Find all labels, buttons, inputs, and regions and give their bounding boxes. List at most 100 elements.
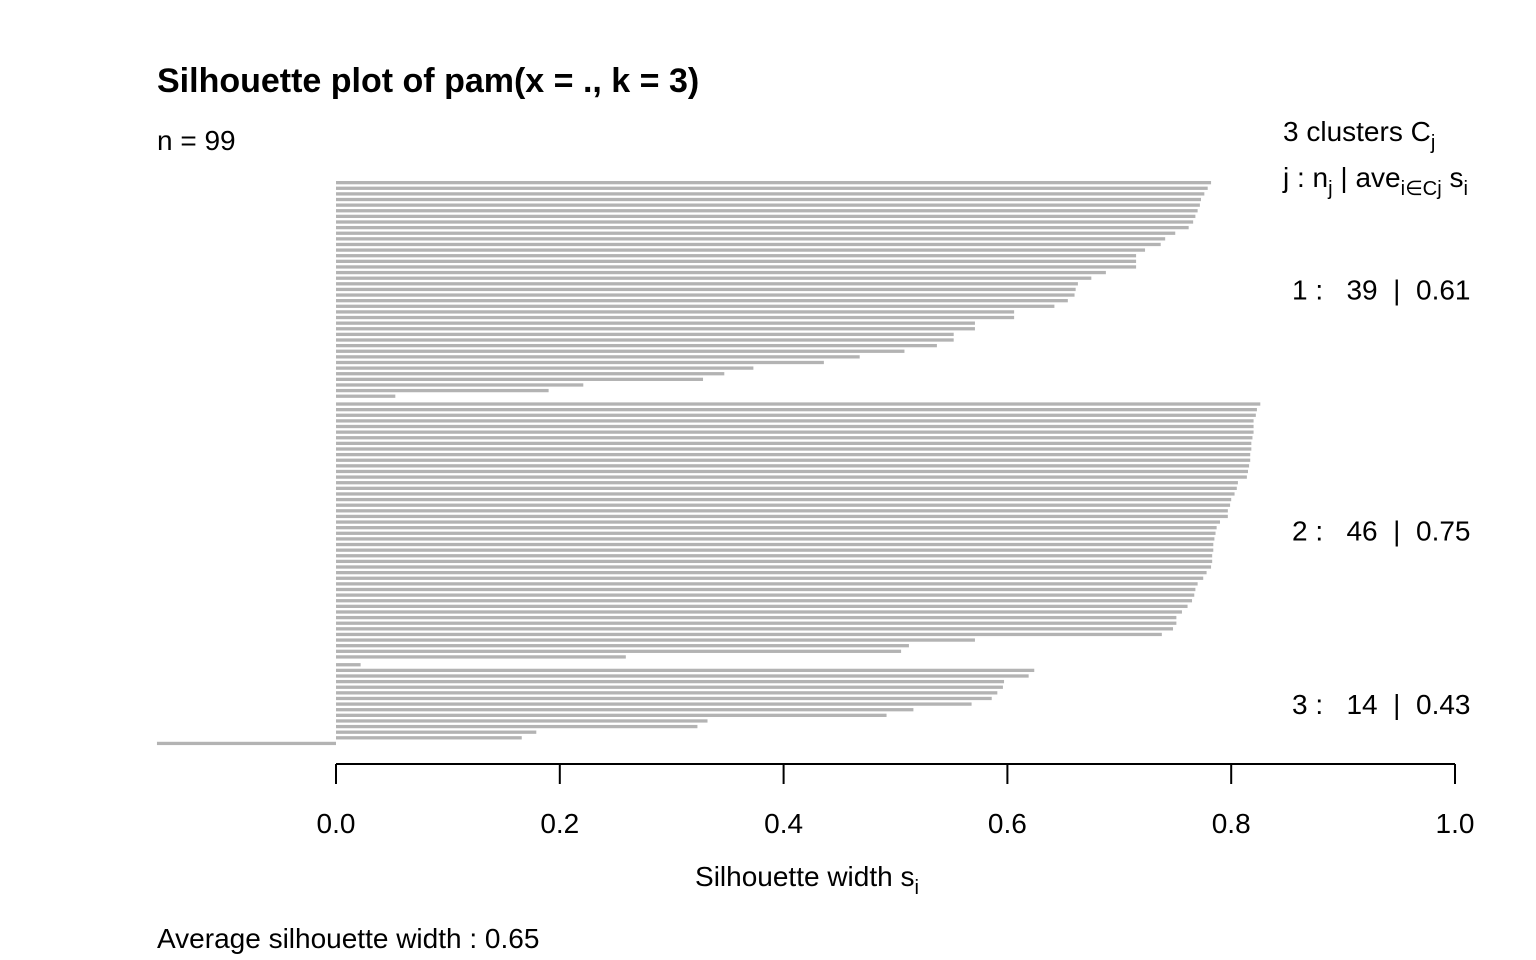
- legend-clusters-header: 3 clusters Cj: [1283, 116, 1435, 154]
- silhouette-bar-c1-25: [336, 315, 1015, 320]
- silhouette-bar-c1-3: [336, 192, 1205, 196]
- silhouette-bar-c2-23: [336, 526, 1217, 530]
- silhouette-bar-c1-1: [336, 181, 1212, 185]
- silhouette-bar-c1-28: [336, 332, 954, 337]
- cluster-label-1: 1 : 39 | 0.61: [1292, 274, 1471, 305]
- silhouette-bar-c2-41: [336, 627, 1174, 631]
- silhouette-bar-c1-14: [336, 254, 1137, 258]
- silhouette-bar-c2-5: [336, 424, 1254, 429]
- silhouette-bar-c1-6: [336, 209, 1198, 213]
- silhouette-bar-c1-39: [336, 394, 396, 398]
- silhouette-bar-c2-7: [336, 436, 1253, 440]
- silhouette-bar-c2-32: [336, 576, 1204, 580]
- silhouette-bar-c1-18: [336, 276, 1092, 280]
- silhouette-bar-c1-11: [336, 237, 1166, 241]
- silhouette-bar-c1-34: [336, 366, 754, 370]
- silhouette-bar-c2-46: [336, 655, 626, 659]
- silhouette-bar-c2-29: [336, 559, 1213, 564]
- silhouette-bar-c1-23: [336, 304, 1055, 308]
- silhouette-bar-c2-1: [336, 402, 1261, 406]
- silhouette-bar-c2-10: [336, 452, 1251, 457]
- silhouette-bar-c2-19: [336, 503, 1231, 507]
- silhouette-bar-c2-38: [336, 610, 1182, 614]
- n-label: n = 99: [157, 125, 236, 156]
- silhouette-bar-c2-2: [336, 408, 1257, 412]
- silhouette-bar-c3-11: [336, 719, 708, 723]
- x-tick-label-4: 0.8: [1212, 808, 1251, 839]
- silhouette-bar-c2-36: [336, 599, 1193, 603]
- silhouette-bar-c2-37: [336, 604, 1188, 608]
- x-tick-label-5: 1.0: [1436, 808, 1475, 839]
- silhouette-bar-c1-8: [336, 220, 1194, 224]
- silhouette-bar-c2-8: [336, 441, 1252, 446]
- silhouette-bar-c1-26: [336, 321, 975, 325]
- silhouette-bar-c2-4: [336, 419, 1254, 423]
- bars-group: [156, 181, 1261, 746]
- silhouette-bar-c3-4: [336, 679, 1005, 684]
- x-tick-label-1: 0.2: [540, 808, 579, 839]
- silhouette-bar-c1-31: [336, 349, 905, 353]
- x-tick-label-0: 0.0: [317, 808, 356, 839]
- silhouette-bar-c2-39: [336, 615, 1177, 620]
- silhouette-bar-c1-2: [336, 186, 1208, 190]
- silhouette-bar-c1-7: [336, 214, 1196, 219]
- silhouette-bar-c2-31: [336, 570, 1207, 575]
- cluster-labels: 1 : 39 | 0.61 2 : 46 | 0.75 3 : 14 | 0.43: [1292, 274, 1471, 720]
- silhouette-bar-c3-5: [336, 685, 1003, 689]
- silhouette-bar-c3-13: [336, 730, 537, 734]
- silhouette-bar-c2-3: [336, 413, 1256, 417]
- silhouette-bar-c1-9: [336, 225, 1189, 230]
- average-silhouette-width: Average silhouette width : 0.65: [157, 923, 539, 954]
- silhouette-bar-c2-28: [336, 554, 1213, 558]
- silhouette-bar-c1-13: [336, 248, 1146, 252]
- silhouette-bar-c1-36: [336, 377, 704, 381]
- silhouette-bar-c3-14: [336, 736, 522, 740]
- silhouette-bar-c1-38: [336, 388, 549, 393]
- silhouette-bar-c2-20: [336, 509, 1228, 513]
- silhouette-bar-c2-42: [336, 632, 1162, 637]
- silhouette-bar-c2-25: [336, 537, 1215, 541]
- silhouette-bar-c1-12: [336, 242, 1161, 247]
- silhouette-bar-c1-37: [336, 383, 584, 387]
- silhouette-bar-c1-35: [336, 372, 725, 376]
- silhouette-bar-c2-21: [336, 514, 1228, 519]
- x-axis-label: Silhouette width si: [695, 861, 919, 899]
- silhouette-bar-c2-35: [336, 593, 1195, 597]
- silhouette-bar-c2-45: [336, 649, 902, 653]
- silhouette-bar-c1-19: [336, 282, 1078, 286]
- x-tick-label-2: 0.4: [764, 808, 803, 839]
- silhouette-bar-c3-15: [156, 741, 336, 746]
- silhouette-bar-c1-5: [336, 203, 1200, 207]
- silhouette-bar-c2-27: [336, 548, 1214, 552]
- silhouette-bar-c1-30: [336, 343, 937, 348]
- silhouette-bar-c3-8: [336, 702, 972, 706]
- silhouette-bar-c1-24: [336, 310, 1015, 314]
- silhouette-bar-c1-22: [336, 299, 1068, 303]
- silhouette-bar-c2-16: [336, 486, 1237, 490]
- silhouette-bar-c2-18: [336, 497, 1232, 502]
- silhouette-bar-c3-12: [336, 724, 698, 729]
- silhouette-bar-c2-14: [336, 475, 1247, 479]
- silhouette-bar-c2-13: [336, 469, 1248, 474]
- silhouette-bar-c1-32: [336, 355, 860, 359]
- silhouette-bar-c1-33: [336, 360, 824, 365]
- silhouette-bar-c3-10: [336, 713, 887, 717]
- silhouette-bar-c1-16: [336, 265, 1137, 269]
- silhouette-bar-c3-9: [336, 708, 914, 712]
- silhouette-bar-c2-15: [336, 481, 1238, 485]
- silhouette-bar-c3-2: [336, 668, 1035, 673]
- silhouette-bar-c1-29: [336, 338, 954, 342]
- silhouette-bar-c3-3: [336, 674, 1029, 678]
- silhouette-bar-c2-43: [336, 638, 975, 642]
- x-axis: 0.0 0.2 0.4 0.6 0.8 1.0: [317, 763, 1475, 839]
- silhouette-bar-c2-33: [336, 582, 1198, 586]
- silhouette-bar-c3-1: [336, 663, 361, 667]
- silhouette-bar-c2-40: [336, 621, 1177, 625]
- silhouette-bar-c1-10: [336, 231, 1176, 235]
- legend-columns-header: j : nj | avei∈Cj si: [1282, 162, 1468, 200]
- silhouette-bar-c1-21: [336, 293, 1075, 297]
- silhouette-bar-c2-34: [336, 587, 1196, 592]
- silhouette-bar-c1-17: [336, 270, 1106, 275]
- chart-title: Silhouette plot of pam(x = ., k = 3): [157, 62, 699, 100]
- silhouette-bar-c2-12: [336, 464, 1250, 468]
